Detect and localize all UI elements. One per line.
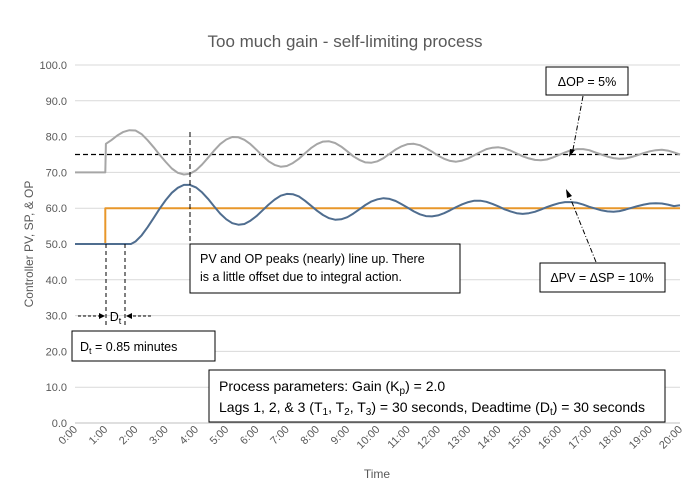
x-tick-label: 6:00 — [238, 424, 262, 448]
chart-title: Too much gain - self-limiting process — [208, 32, 483, 51]
dt-value-text: Dt = 0.85 minutes — [80, 340, 177, 356]
y-tick-label: 70.0 — [46, 167, 67, 179]
annotation-process-parameters: Process parameters: Gain (Kp) = 2.0 Lags… — [208, 369, 666, 423]
x-tick-label: 2:00 — [117, 424, 141, 448]
y-tick-label: 50.0 — [46, 239, 67, 251]
delta-op-arrow-head — [569, 149, 575, 157]
annotation-delta-op: ΔOP = 5% — [545, 66, 629, 157]
x-tick-labels: 0:00 1:00 2:00 3:00 4:00 5:00 6:00 7:00 8:00 9:00… — [56, 424, 685, 452]
delta-op-arrow — [571, 95, 584, 156]
delta-pv-box — [539, 262, 666, 293]
params-box — [208, 369, 666, 423]
x-tick-label: 11:00 — [385, 424, 412, 451]
annotation-peaks: PV and OP peaks (nearly) line up. There … — [189, 243, 461, 294]
deadtime-right-arrow-head — [126, 313, 132, 319]
annotation-delta-pv: ΔPV = ΔSP = 10% — [539, 189, 666, 293]
params-line-1: Process parameters: Gain (Kp) = 2.0 — [219, 378, 445, 397]
y-tick-label: 10.0 — [46, 382, 67, 394]
deadtime-label: Dt — [110, 310, 122, 326]
delta-pv-arrow-head — [566, 189, 572, 198]
y-tick-label: 90.0 — [46, 96, 67, 108]
x-tick-label: 8:00 — [298, 424, 322, 448]
x-tick-label: 20:00 — [657, 424, 685, 452]
x-tick-label: 4:00 — [177, 424, 201, 448]
peaks-line-1: PV and OP peaks (nearly) line up. There — [200, 252, 425, 266]
y-tick-label: 30.0 — [46, 311, 67, 323]
series-line-op — [75, 129, 681, 176]
x-tick-label: 10:00 — [355, 424, 383, 452]
x-tick-label: 16:00 — [536, 424, 564, 452]
delta-pv-text: ΔPV = ΔSP = 10% — [550, 271, 653, 285]
x-tick-label: 14:00 — [476, 424, 504, 452]
series-line-sp — [75, 207, 680, 245]
x-tick-label: 3:00 — [147, 424, 171, 448]
annotation-dt-value: Dt = 0.85 minutes — [71, 330, 216, 362]
x-tick-label: 1:00 — [87, 424, 111, 448]
y-tick-label: 100.0 — [39, 60, 67, 72]
deadtime-marker: Dt — [78, 244, 152, 326]
delta-op-box — [545, 66, 629, 96]
x-tick-label: 13:00 — [445, 424, 473, 452]
peaks-box — [189, 243, 461, 294]
y-tick-label: 0.0 — [52, 418, 67, 430]
x-tick-label: 17:00 — [566, 424, 594, 452]
x-tick-label: 12:00 — [415, 424, 443, 452]
deadtime-left-arrow-head — [99, 313, 105, 319]
x-tick-label: 7:00 — [268, 424, 292, 448]
y-tick-labels: 0.0 10.0 20.0 30.0 40.0 50.0 60.0 70.0 80.0 90.0 1… — [39, 60, 67, 430]
y-axis-title: Controller PV, SP, & OP — [22, 181, 36, 308]
x-tick-label: 19:00 — [627, 424, 655, 452]
x-axis-title: Time — [364, 467, 391, 481]
y-tick-label: 20.0 — [46, 346, 67, 358]
dt-value-box — [71, 330, 216, 362]
data-series — [75, 129, 681, 245]
delta-pv-arrow — [568, 194, 597, 263]
params-line-2: Lags 1, 2, & 3 (T1, T2, T3) = 30 seconds… — [219, 399, 645, 418]
y-tick-label: 80.0 — [46, 132, 67, 144]
x-tick-label: 5:00 — [208, 424, 232, 448]
y-tick-label: 40.0 — [46, 275, 67, 287]
delta-op-text: ΔOP = 5% — [558, 75, 617, 89]
series-line-pv — [75, 183, 681, 245]
x-tick-label: 15:00 — [506, 424, 534, 452]
y-tick-label: 60.0 — [46, 203, 67, 215]
x-tick-label: 18:00 — [597, 424, 625, 452]
peaks-line-2: is a little offset due to integral actio… — [200, 270, 402, 284]
x-tick-label: 9:00 — [329, 424, 353, 448]
